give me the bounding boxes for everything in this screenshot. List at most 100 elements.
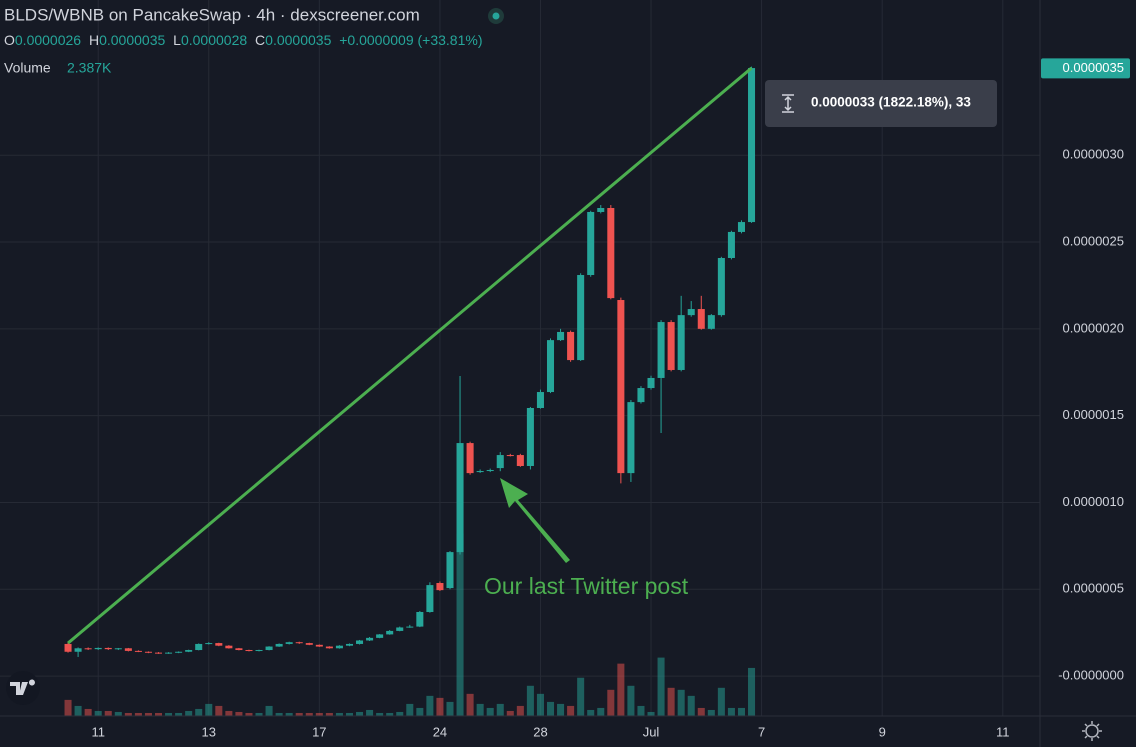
- y-tick-label: 0.0000015: [1063, 407, 1124, 422]
- candle-body: [74, 648, 82, 652]
- x-tick-label: 9: [879, 724, 886, 739]
- candle-body: [486, 469, 494, 472]
- volume-bar: [607, 689, 615, 716]
- candle-body: [506, 455, 514, 457]
- x-tick-label: 11: [996, 724, 1010, 739]
- volume-bar: [677, 689, 685, 716]
- candle-body: [607, 207, 615, 299]
- volume-bar: [225, 710, 233, 716]
- settings-icon[interactable]: [1085, 724, 1099, 738]
- volume-bar: [597, 707, 605, 716]
- annotation-arrow: [500, 478, 570, 563]
- candle-body: [124, 648, 132, 651]
- volume-bar: [647, 711, 655, 716]
- x-tick-label: 28: [533, 724, 547, 739]
- candle-body: [466, 443, 474, 474]
- candle-body: [436, 583, 444, 591]
- ohlc-label: L: [173, 32, 181, 48]
- y-tick-label: 0.0000010: [1063, 494, 1124, 509]
- candle-body: [295, 642, 303, 644]
- candle-body: [315, 644, 323, 647]
- volume-bar: [617, 663, 625, 716]
- volume-bar: [436, 697, 444, 716]
- volume-bar: [275, 712, 283, 716]
- candle-body: [325, 646, 333, 649]
- volume-bar: [205, 703, 213, 716]
- status-icon: [492, 12, 500, 20]
- volume-bar: [567, 705, 575, 716]
- candle-body: [546, 340, 555, 393]
- candle-body: [154, 652, 163, 654]
- candle-body: [144, 651, 152, 653]
- candle-body: [366, 637, 374, 641]
- ohlc-value: 0.0000028: [181, 32, 247, 48]
- volume-bar: [577, 677, 585, 716]
- volume-bar: [416, 707, 424, 716]
- settings-button[interactable]: [1082, 721, 1102, 741]
- candle-body: [175, 651, 183, 653]
- volume-bar: [165, 712, 173, 716]
- volume-bar: [64, 699, 72, 716]
- candle-body: [707, 315, 715, 329]
- volume-bar: [707, 709, 715, 716]
- volume-bar: [557, 703, 565, 716]
- volume-bar: [104, 710, 112, 716]
- annotation-text: Our last Twitter post: [484, 573, 689, 599]
- volume-bar: [245, 712, 253, 716]
- candle-body: [426, 585, 434, 613]
- volume-bar: [124, 712, 132, 716]
- volume-bar: [637, 705, 645, 716]
- ohlc-value: 0.0000035: [99, 32, 165, 48]
- y-tick-label: 0.0000005: [1063, 581, 1124, 596]
- volume-bar: [697, 707, 705, 716]
- candle-body: [416, 612, 424, 627]
- ohlc-label: O: [4, 32, 15, 48]
- ohlc-legend: O0.0000026 H0.0000035 L0.0000028 C0.0000…: [4, 32, 482, 48]
- volume-bar: [687, 695, 695, 716]
- volume-bar: [737, 707, 745, 716]
- ohlc-label: H: [89, 32, 99, 48]
- price-marker: [1041, 58, 1130, 79]
- trend-line: [67, 66, 753, 645]
- volume-bar: [456, 533, 464, 716]
- volume-bar: [215, 705, 223, 716]
- volume-bar: [305, 712, 313, 716]
- candle-body: [597, 207, 605, 212]
- volume-bar: [366, 709, 374, 716]
- volume-bar: [446, 701, 454, 716]
- volume-bar: [546, 701, 555, 716]
- candle-body: [205, 643, 213, 645]
- settings-icon[interactable]: [1082, 721, 1102, 741]
- volume-bar: [356, 711, 364, 716]
- measure-label: 0.0000033 (1822.18%), 33: [811, 95, 971, 110]
- candle-body: [587, 211, 595, 276]
- candle-body: [255, 650, 263, 652]
- candle-body: [516, 455, 524, 466]
- candle-body: [557, 331, 565, 341]
- candle-body: [727, 231, 735, 258]
- candle-body: [567, 331, 575, 361]
- ohlc-value: 0.0000026: [15, 32, 81, 48]
- candle-body: [657, 322, 665, 378]
- volume-bar: [195, 708, 203, 716]
- chart-title: BLDS/WBNB on PancakeSwap · 4h · dexscree…: [4, 5, 420, 24]
- candle-body: [677, 315, 685, 370]
- candle-body: [225, 645, 233, 649]
- volume-bar: [506, 710, 514, 716]
- volume-bar: [144, 712, 152, 716]
- y-tick-label: 0.0000025: [1063, 233, 1124, 248]
- volume-bar: [235, 711, 243, 716]
- candle-body: [617, 300, 625, 474]
- candle-body: [717, 257, 725, 316]
- volume-bar: [185, 710, 193, 716]
- candle-body: [285, 642, 293, 644]
- candle-body: [687, 309, 695, 316]
- ohlc-value: 0.0000035: [265, 32, 331, 48]
- candle-body: [215, 643, 223, 646]
- volume-title: Volume: [4, 60, 51, 76]
- volume-bar: [134, 712, 142, 716]
- candle-body: [356, 640, 364, 644]
- volume-bar: [255, 712, 263, 716]
- candle-body: [396, 627, 404, 631]
